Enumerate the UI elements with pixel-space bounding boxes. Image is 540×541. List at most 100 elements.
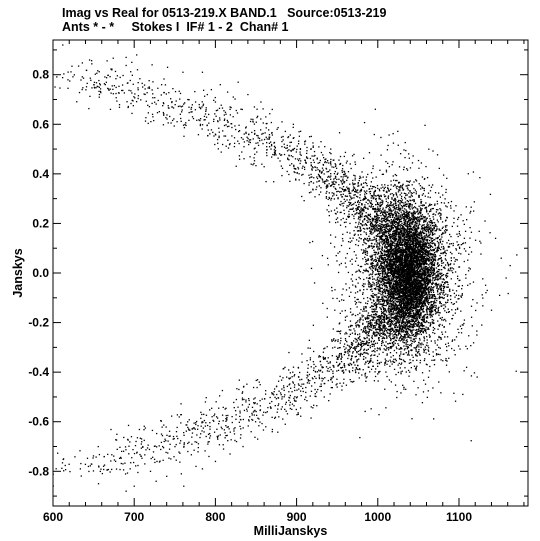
data-point bbox=[412, 276, 415, 278]
data-point bbox=[419, 288, 422, 290]
data-point bbox=[400, 373, 402, 375]
data-point bbox=[430, 245, 433, 248]
data-point bbox=[411, 331, 413, 334]
data-point bbox=[405, 342, 407, 344]
data-point bbox=[432, 258, 434, 260]
data-point bbox=[415, 369, 417, 371]
data-point bbox=[441, 236, 443, 238]
data-point bbox=[201, 71, 204, 73]
data-point bbox=[400, 236, 402, 238]
data-point bbox=[397, 287, 399, 290]
data-point bbox=[435, 305, 437, 307]
data-point bbox=[396, 308, 399, 310]
data-point bbox=[385, 310, 387, 312]
data-point bbox=[426, 315, 429, 318]
data-point bbox=[393, 282, 395, 284]
data-point bbox=[396, 187, 398, 190]
data-point bbox=[439, 239, 441, 241]
data-point bbox=[408, 237, 410, 239]
data-point bbox=[408, 284, 410, 286]
data-point bbox=[420, 217, 423, 220]
data-point bbox=[385, 229, 387, 232]
data-point bbox=[418, 310, 420, 313]
data-point bbox=[413, 261, 416, 263]
data-point bbox=[398, 287, 400, 289]
data-point bbox=[419, 261, 421, 263]
data-point bbox=[421, 277, 423, 279]
data-point bbox=[423, 259, 425, 261]
data-point bbox=[399, 194, 401, 196]
data-point bbox=[436, 286, 438, 288]
data-point bbox=[413, 235, 416, 237]
data-point bbox=[383, 241, 386, 243]
data-point bbox=[432, 322, 434, 325]
data-point bbox=[426, 228, 428, 230]
data-point bbox=[416, 304, 418, 307]
data-point bbox=[384, 264, 386, 267]
data-point bbox=[441, 324, 443, 326]
data-point bbox=[380, 280, 382, 283]
data-point bbox=[408, 192, 410, 194]
data-point bbox=[373, 239, 375, 241]
data-point bbox=[416, 208, 418, 210]
data-point bbox=[421, 287, 423, 289]
data-point bbox=[438, 288, 440, 290]
data-point bbox=[394, 332, 396, 335]
data-point bbox=[391, 234, 393, 236]
data-point bbox=[431, 253, 433, 255]
data-point bbox=[378, 217, 380, 219]
data-point bbox=[430, 290, 432, 292]
data-point bbox=[385, 234, 388, 237]
data-point bbox=[400, 262, 403, 265]
data-point bbox=[405, 276, 407, 279]
data-point bbox=[454, 260, 456, 262]
data-point bbox=[381, 267, 383, 269]
data-point bbox=[405, 234, 408, 236]
data-point bbox=[389, 201, 392, 203]
data-point bbox=[403, 252, 405, 254]
data-point bbox=[410, 223, 413, 225]
data-point bbox=[420, 215, 422, 217]
data-point bbox=[420, 306, 423, 308]
data-point bbox=[392, 307, 394, 309]
data-point bbox=[407, 312, 409, 315]
data-point bbox=[417, 238, 419, 241]
data-point bbox=[426, 297, 428, 299]
data-point bbox=[416, 239, 419, 241]
data-point bbox=[422, 243, 425, 245]
data-point bbox=[399, 320, 401, 322]
data-point bbox=[381, 223, 383, 226]
data-point bbox=[439, 300, 441, 303]
data-point bbox=[411, 243, 413, 245]
data-point bbox=[398, 245, 400, 248]
data-point bbox=[417, 325, 419, 327]
data-point bbox=[411, 317, 413, 319]
data-point bbox=[397, 343, 399, 345]
data-point bbox=[409, 260, 411, 262]
data-point bbox=[404, 316, 406, 318]
data-point bbox=[395, 272, 397, 275]
data-point bbox=[413, 279, 415, 281]
data-point bbox=[399, 329, 401, 332]
data-point bbox=[383, 295, 386, 297]
data-point bbox=[410, 284, 412, 286]
data-point bbox=[405, 218, 407, 220]
data-point bbox=[406, 307, 409, 309]
data-point bbox=[422, 307, 425, 309]
data-point bbox=[381, 277, 384, 280]
data-point bbox=[498, 294, 501, 297]
data-point bbox=[406, 226, 409, 229]
data-point bbox=[400, 192, 403, 194]
data-point bbox=[405, 332, 408, 334]
data-point bbox=[419, 299, 422, 301]
data-point bbox=[373, 254, 375, 256]
data-point bbox=[389, 320, 391, 323]
data-point bbox=[443, 307, 445, 310]
data-point bbox=[433, 263, 435, 266]
data-point bbox=[408, 224, 410, 226]
data-point bbox=[417, 282, 419, 284]
data-point bbox=[362, 252, 364, 254]
data-point bbox=[398, 304, 400, 306]
data-point bbox=[397, 226, 399, 228]
data-point bbox=[406, 262, 408, 264]
